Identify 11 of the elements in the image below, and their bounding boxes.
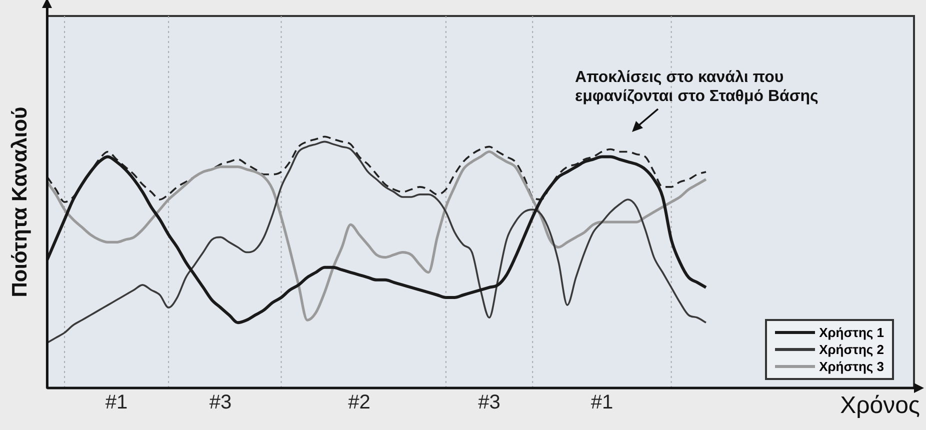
x-tick-label: #1: [590, 392, 614, 414]
x-tick-label: #3: [478, 392, 500, 414]
x-axis-title: Χρόνος: [840, 392, 920, 420]
x-tick-label: #1: [105, 392, 128, 414]
x-tick-label: #3: [209, 392, 232, 414]
y-axis-title: Ποιότητα Καναλιού: [8, 106, 32, 298]
x-tick-label: #2: [348, 392, 370, 414]
legend-label: Χρήστης 2: [819, 341, 884, 358]
legend-label: Χρήστης 3: [819, 358, 884, 375]
legend-label: Χρήστης 1: [819, 324, 884, 341]
text: Αποκλίσεις στο κανάλι που εμφανίζονται στο Σταθμό Βάσης: [575, 68, 820, 106]
